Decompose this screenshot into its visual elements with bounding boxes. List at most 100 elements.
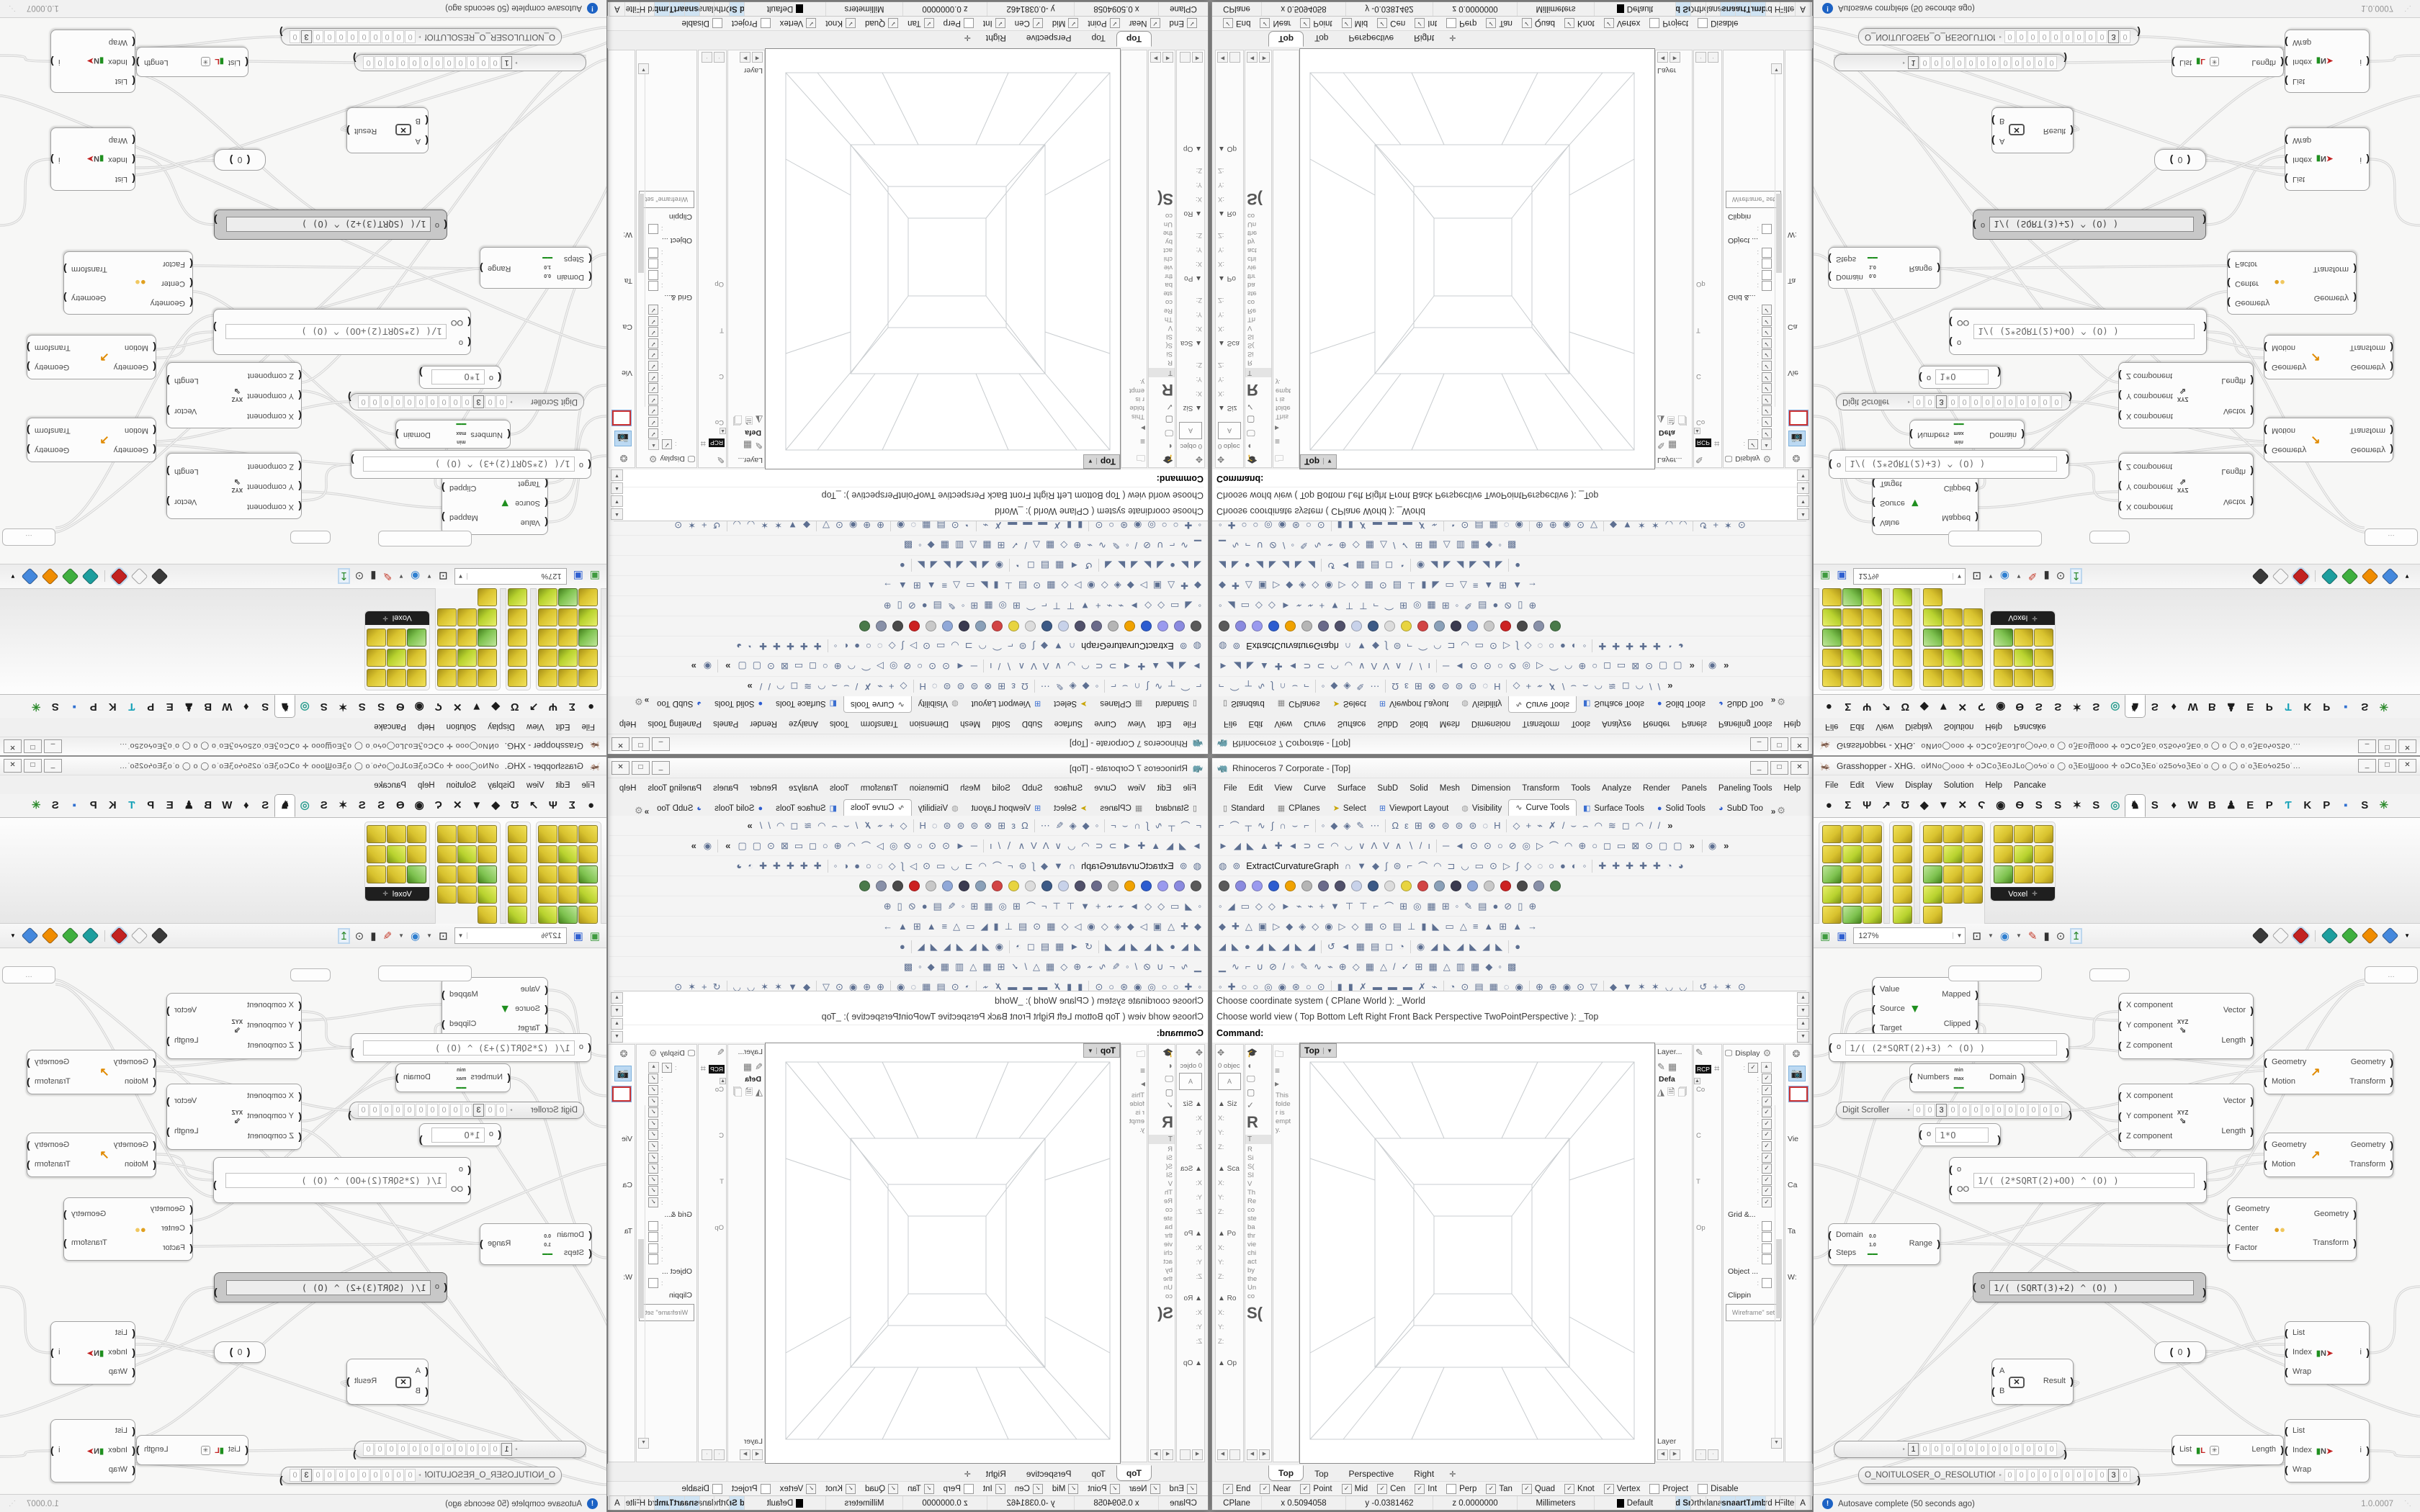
toolbar-icon[interactable]: ⊘ xyxy=(908,900,916,912)
node-list-item-2[interactable]: ListIndexWrap▮N➤i xyxy=(50,30,135,93)
toolbar-icon[interactable]: ▦ xyxy=(1428,540,1438,552)
toolbar-icon[interactable]: ⌐ xyxy=(1245,540,1251,551)
toolbar-icon[interactable]: / xyxy=(768,681,771,692)
toolbar-icon[interactable]: ⊞ xyxy=(998,681,1006,693)
osnap-project[interactable]: Project xyxy=(1649,18,1688,28)
input-port-o[interactable]: o xyxy=(1949,1164,1969,1176)
toolbar-icon[interactable]: ✚ xyxy=(813,641,822,652)
toolbar-icon[interactable]: ◈ xyxy=(1113,920,1121,932)
display-gem-icon[interactable] xyxy=(61,927,79,945)
toolbar-icon[interactable]: ◠ xyxy=(847,661,856,672)
toolbar-icon[interactable]: ∧ xyxy=(1018,661,1026,672)
toolbar-icon[interactable]: ∩ xyxy=(1068,641,1076,652)
checkbox-unchecked-icon[interactable] xyxy=(648,1232,658,1243)
preview-eye-icon[interactable]: ◉ xyxy=(1999,570,2009,582)
scroll-down-icon[interactable]: ▼ xyxy=(1771,63,1782,74)
toolbar-icon[interactable]: ✶ xyxy=(1651,981,1659,992)
maximize-button[interactable]: □ xyxy=(2378,759,2396,773)
grasshopper-canvas[interactable]: ValueSourceTarget▼MappedClippedo1/( (2*S… xyxy=(0,18,606,564)
node-remap-numbers[interactable]: ValueSourceTarget▼MappedClipped xyxy=(1872,977,1978,1042)
overflow-chevron-icon[interactable]: » xyxy=(747,820,753,831)
toolbar-icon[interactable]: ◢ xyxy=(1227,900,1235,912)
toolbar-icon[interactable]: ✚ xyxy=(759,641,768,652)
gh-category-tab-1[interactable]: Σ xyxy=(1845,799,1852,811)
toolbar-icon[interactable]: ◻ xyxy=(1385,560,1394,572)
toolbar-icon[interactable]: ▷ xyxy=(1273,920,1281,932)
toolbar-icon[interactable]: ⌐ xyxy=(1169,961,1175,972)
toolbar-icon[interactable]: ◣ xyxy=(980,580,988,592)
toolbar-icon[interactable]: ∖ xyxy=(1006,661,1013,672)
output-port-result[interactable]: Result xyxy=(354,1377,377,1387)
output-port-length[interactable]: Length xyxy=(174,1127,199,1137)
toolbar-icon[interactable]: ⊚ xyxy=(1232,641,1241,652)
osnap-perp[interactable]: Perp xyxy=(1446,1484,1476,1494)
toolbar-icon[interactable]: ⊕ xyxy=(1528,600,1537,612)
input-port-index[interactable]: Index xyxy=(2293,154,2312,164)
close-button[interactable]: ✕ xyxy=(4,759,22,773)
osnap-mid[interactable]: ✓ Mid xyxy=(1341,18,1368,28)
toolbar-icon[interactable]: + xyxy=(1319,901,1325,912)
toolbar-icon[interactable]: ◍ xyxy=(1193,641,1201,652)
toolbar-icon[interactable]: ⊞ xyxy=(1399,600,1408,612)
toolbar-icon[interactable]: ✎ xyxy=(1111,960,1120,972)
component-icon[interactable] xyxy=(1822,629,1842,647)
slider-digit[interactable]: 0 xyxy=(358,395,369,408)
component-icon[interactable] xyxy=(1842,629,1862,647)
menu-item-solid[interactable]: Solid xyxy=(992,783,1010,793)
gh-category-tab-9[interactable]: ◉ xyxy=(414,799,424,811)
toolbar-tab-cplanes[interactable]: ▦ CPlanes xyxy=(1271,801,1327,816)
input-port-steps[interactable]: Steps xyxy=(1836,254,1863,264)
close-button[interactable]: ✕ xyxy=(611,737,629,751)
toolbar-icon[interactable]: △ xyxy=(969,540,977,552)
component-icon[interactable] xyxy=(457,629,477,647)
overflow-chevron-icon[interactable]: » xyxy=(747,681,753,692)
osnap-knot[interactable]: ✓ Knot xyxy=(1564,1484,1595,1494)
menu-item-tools[interactable]: Tools xyxy=(1571,719,1591,729)
page-icon[interactable]: 🗍 xyxy=(1677,1086,1688,1097)
gh-category-tab-27[interactable]: ▪ xyxy=(2344,799,2348,811)
component-icon[interactable] xyxy=(367,865,386,883)
toolbar-icon[interactable]: ▩ xyxy=(1507,960,1517,972)
toolbar-icon[interactable]: ▁ xyxy=(1219,960,1226,972)
panel-icon[interactable]: ◖ xyxy=(1247,441,1252,451)
output-port-geometry[interactable]: Geometry xyxy=(2349,445,2385,454)
toolbar-icon[interactable]: ► xyxy=(1219,840,1228,851)
checkbox-checked-icon[interactable]: ✓ xyxy=(1300,1484,1311,1494)
checkbox-checked-icon[interactable]: ✓ xyxy=(1109,18,1120,28)
toolbar-icon[interactable]: ✚ xyxy=(1639,641,1647,652)
toolbar-sphere-icon[interactable] xyxy=(1467,881,1478,891)
node-digit-scroller-1[interactable]: ‣ 1 0 0 0 0 0 0 0 0 0 0 0 0 xyxy=(1834,1441,2067,1461)
zoom-level-dropdown[interactable]: 127% ▼ xyxy=(1853,927,1966,944)
toolbar-icon[interactable]: ◠ xyxy=(776,681,785,693)
toolbar-icon[interactable]: ⌒ xyxy=(1026,600,1036,611)
component-icon[interactable] xyxy=(538,865,557,883)
panel-icon[interactable]: ◖ xyxy=(1247,1061,1252,1071)
toolbar-icon[interactable]: ▮ xyxy=(993,580,999,592)
component-icon[interactable] xyxy=(538,629,557,647)
gear-icon[interactable]: ⚙ xyxy=(648,454,658,464)
node-stub-b[interactable] xyxy=(290,531,331,544)
node-vector-xyz-1[interactable]: X componentY componentZ componentXYZ⇘Vec… xyxy=(2118,453,2254,519)
slider-digit[interactable]: 0 xyxy=(404,1104,415,1117)
checkbox-unchecked-icon[interactable] xyxy=(1762,247,1772,258)
toolbar-icon[interactable]: ◣ xyxy=(1469,560,1477,572)
menu-item-file[interactable]: File xyxy=(1224,719,1237,729)
toolbar-icon[interactable]: ✚ xyxy=(813,860,822,871)
toolbar-icon[interactable]: ◆ xyxy=(1330,819,1338,831)
status-record-history[interactable]: Record History xyxy=(1766,1496,1781,1510)
toolbar-icon[interactable]: ◎ xyxy=(889,661,898,672)
toolbar-icon[interactable]: ⊞ xyxy=(1399,900,1408,912)
toolbar-icon[interactable]: ▷ xyxy=(1139,580,1147,592)
toolbar-icon[interactable]: ◦ xyxy=(1125,540,1129,551)
toolbar-icon[interactable]: ⌒ xyxy=(1549,660,1559,671)
node-list-item-1[interactable]: ListIndexWrap▮N➤i xyxy=(50,127,135,191)
toolbar-icon[interactable]: ◢ xyxy=(1179,840,1187,851)
toolbar-icon[interactable]: ▷ xyxy=(877,661,884,672)
color-wheel-icon[interactable]: ❂ xyxy=(1792,453,1801,464)
toolbar-icon[interactable]: ◌ xyxy=(1503,520,1510,531)
checkbox-checked-icon[interactable]: ✓ xyxy=(1748,439,1758,450)
toolbar-icon[interactable]: ◉ xyxy=(1416,560,1425,572)
toolbar-tab-subd-too[interactable]: ◕ SubD Too xyxy=(650,801,708,816)
slider-digit[interactable]: 0 xyxy=(369,1104,380,1117)
